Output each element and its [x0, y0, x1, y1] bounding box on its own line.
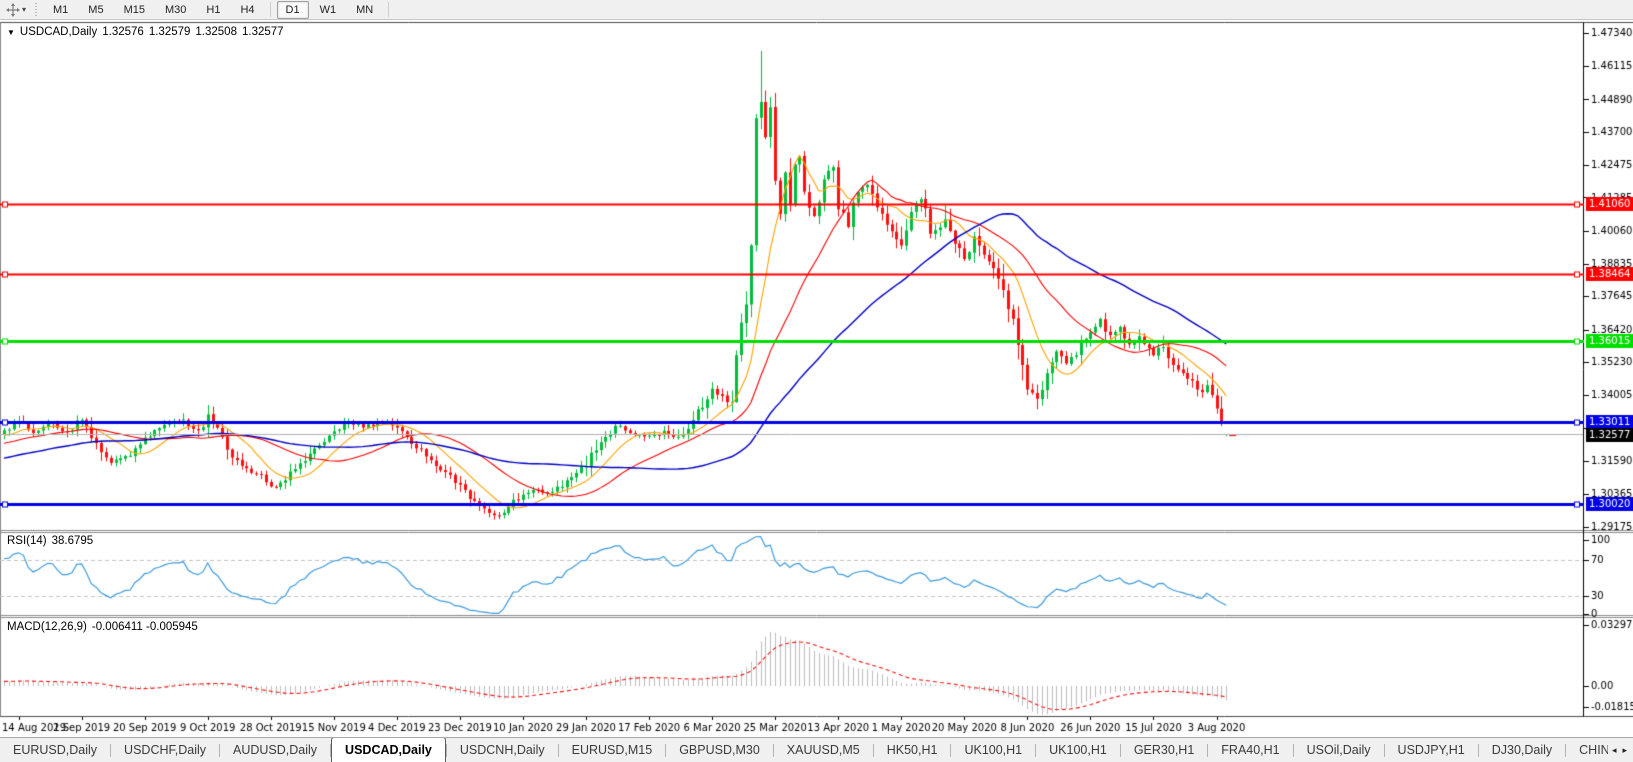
tab-separator — [110, 743, 112, 757]
toolbar-separator — [388, 2, 390, 17]
chart-tab-usdjpy-h1[interactable]: USDJPY,H1 — [1397, 743, 1465, 757]
timeframe-button-m1[interactable]: M1 — [53, 3, 69, 16]
toolbar-separator — [269, 2, 271, 17]
move-arrows-icon — [6, 2, 20, 17]
cursor-dropdown-caret-icon[interactable]: ▾ — [22, 4, 27, 14]
tab-separator — [1035, 743, 1037, 757]
chart-tab-usdchf-daily[interactable]: USDCHF,Daily — [124, 743, 206, 757]
tab-separator — [665, 743, 667, 757]
tab-separator — [330, 743, 332, 757]
tab-separator — [1292, 743, 1294, 757]
chart-tab-bar: EURUSD,Daily USDCHF,Daily AUDUSD,Daily USDC… — [0, 737, 1633, 762]
chart-window: ▼ USDCAD,Daily 1.32576 1.32579 1.32508 1… — [0, 20, 1633, 737]
chart-tabs: EURUSD,Daily USDCHF,Daily AUDUSD,Daily USDC… — [0, 738, 1633, 762]
tab-separator — [950, 743, 952, 757]
chart-tab-gbpusd-m30[interactable]: GBPUSD,M30 — [679, 743, 760, 757]
chart-tab-eurusd-m15[interactable]: EURUSD,M15 — [571, 743, 653, 757]
chart-tab-eurusd-daily[interactable]: EURUSD,Daily — [13, 743, 98, 757]
chart-tab-xauusd-m5[interactable]: XAUUSD,M5 — [786, 743, 860, 757]
cursor-tool-button[interactable]: ▾ — [2, 2, 30, 17]
chart-tab-usdcad-daily[interactable]: USDCAD,Daily — [331, 738, 446, 762]
tab-separator — [1565, 743, 1567, 757]
tab-separator — [219, 743, 220, 757]
top-toolbar: ▾ M1 M5 M15 M30 H1 H4 D1 W1 MN — [0, 0, 1633, 20]
chart-tab-fra40-h1[interactable]: FRA40,H1 — [1221, 743, 1280, 757]
tab-scroll-left-icon[interactable]: ◂ — [1611, 744, 1617, 755]
timeframe-button-h1[interactable]: H1 — [206, 3, 221, 16]
chart-tab-usoil-daily[interactable]: USOil,Daily — [1306, 743, 1371, 757]
chart-tab-usdcnh-daily[interactable]: USDCNH,Daily — [459, 743, 545, 757]
tab-separator — [1119, 743, 1121, 757]
chart-tab-audusd-daily[interactable]: AUDUSD,Daily — [233, 743, 318, 757]
chart-collapse-icon[interactable]: ▼ — [7, 28, 15, 37]
tab-separator — [445, 743, 447, 757]
chart-tab-uk100-h1[interactable]: UK100,H1 — [1049, 743, 1107, 757]
toolbar-grip-handle[interactable] — [34, 2, 40, 17]
timeframe-button-m15[interactable]: M15 — [123, 3, 145, 16]
timeframe-button-w1[interactable]: W1 — [319, 3, 337, 16]
timeframe-button-m5[interactable]: M5 — [88, 3, 104, 16]
tab-separator — [557, 743, 559, 757]
price-chart-canvas[interactable] — [0, 20, 1633, 737]
chart-tab-ger30-h1[interactable]: GER30,H1 — [1133, 743, 1195, 757]
timeframe-buttons: M1 M5 M15 M30 H1 H4 D1 W1 MN — [43, 0, 394, 19]
tab-separator — [1477, 743, 1479, 757]
tab-separator — [1207, 743, 1209, 757]
tab-separator — [1383, 743, 1385, 757]
tab-separator — [872, 743, 874, 757]
tab-scroll-controls: ◂ ▸ — [1607, 738, 1633, 762]
chart-tab-dj30-daily[interactable]: DJ30,Daily — [1491, 743, 1553, 757]
chart-tab-hk50-h1[interactable]: HK50,H1 — [886, 743, 938, 757]
chart-tab-uk100-h1[interactable]: UK100,H1 — [964, 743, 1023, 757]
tab-separator — [772, 743, 774, 757]
timeframe-button-m30[interactable]: M30 — [164, 3, 187, 16]
timeframe-button-d1[interactable]: D1 — [276, 0, 309, 19]
timeframe-button-mn[interactable]: MN — [356, 3, 374, 16]
tab-scroll-right-icon[interactable]: ▸ — [1622, 744, 1627, 755]
timeframe-button-h4[interactable]: H4 — [240, 3, 255, 16]
